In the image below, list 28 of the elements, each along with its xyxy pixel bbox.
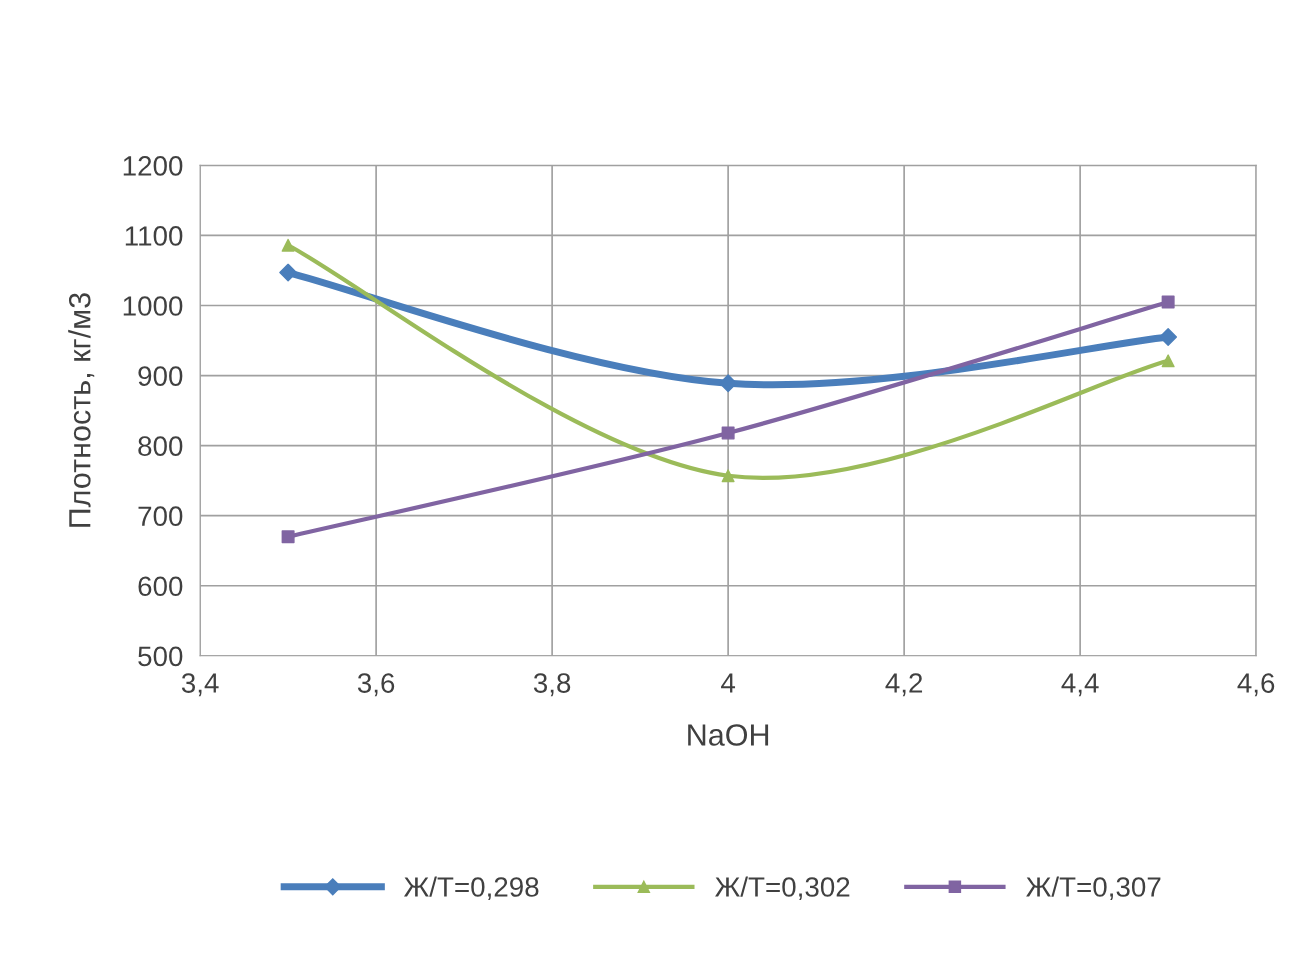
x-tick-label: 4,2 xyxy=(885,673,923,697)
y-tick-label: 1200 xyxy=(123,156,183,176)
legend-label: Ж/Т=0,307 xyxy=(1026,876,1161,901)
y-tick-label: 800 xyxy=(138,436,183,456)
x-tick-label: 4,4 xyxy=(1061,673,1099,697)
x-axis-title: NaOH xyxy=(688,724,769,746)
point xyxy=(281,238,295,252)
point xyxy=(721,426,735,440)
point xyxy=(721,469,735,483)
y-tick-label: 900 xyxy=(138,366,183,386)
point xyxy=(1161,354,1175,368)
point xyxy=(1159,328,1178,346)
x-tick-label: 4 xyxy=(721,673,736,693)
x-tick-label: 4,6 xyxy=(1237,673,1275,697)
y-tick-label: 600 xyxy=(138,576,183,597)
x-tick-label: 3,8 xyxy=(533,673,571,697)
x-tick-label: 3,4 xyxy=(181,673,219,697)
y-tick-label: 500 xyxy=(138,646,183,667)
legend-label: Ж/Т=0,302 xyxy=(715,876,850,901)
point xyxy=(1161,295,1175,309)
point xyxy=(281,530,295,544)
x-tick-label: 3,6 xyxy=(357,673,395,697)
point xyxy=(279,263,298,282)
y-axis-title: Плотность, кг/м3 xyxy=(68,293,95,527)
y-tick-label: 1000 xyxy=(123,296,183,316)
y-tick-label: 700 xyxy=(138,506,183,527)
y-tick-label: 1100 xyxy=(125,226,183,246)
legend-label: Ж/Т=0,298 xyxy=(403,876,539,901)
